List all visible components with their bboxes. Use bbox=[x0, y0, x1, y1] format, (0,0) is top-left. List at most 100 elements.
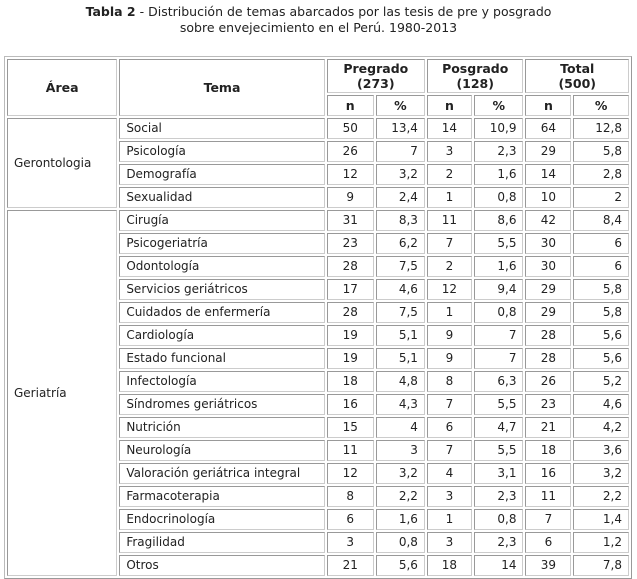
pregrado-pct-cell: 0,8 bbox=[375, 532, 425, 553]
tema-cell: Estado funcional bbox=[119, 348, 325, 369]
total-pct-cell: 4,6 bbox=[573, 394, 629, 415]
table-row: Neurología 11 3 7 5,5 18 3,6 bbox=[7, 440, 629, 461]
tema-cell: Cirugía bbox=[119, 210, 325, 231]
pregrado-pct-cell: 3,2 bbox=[375, 463, 425, 484]
total-n-cell: 64 bbox=[525, 118, 572, 139]
total-n-cell: 42 bbox=[525, 210, 572, 231]
posgrado-n-cell: 7 bbox=[426, 440, 472, 461]
pregrado-pct-cell: 4,3 bbox=[375, 394, 425, 415]
posgrado-pct-cell: 4,7 bbox=[473, 417, 524, 438]
tema-cell: Síndromes geriátricos bbox=[119, 394, 325, 415]
header-posgrado-count: (128) bbox=[456, 76, 494, 91]
tema-cell: Social bbox=[119, 118, 325, 139]
posgrado-n-cell: 18 bbox=[426, 555, 472, 576]
table-row: Cuidados de enfermería 28 7,5 1 0,8 29 5,8 bbox=[7, 302, 629, 323]
pregrado-n-cell: 23 bbox=[326, 233, 374, 254]
posgrado-n-cell: 3 bbox=[426, 486, 472, 507]
table-row: Demografía 12 3,2 2 1,6 14 2,8 bbox=[7, 164, 629, 185]
total-n-cell: 28 bbox=[525, 325, 572, 346]
header-area: Área bbox=[7, 59, 118, 116]
total-n-cell: 6 bbox=[525, 532, 572, 553]
total-pct-cell: 6 bbox=[573, 233, 629, 254]
posgrado-pct-cell: 3,1 bbox=[473, 463, 524, 484]
posgrado-pct-cell: 1,6 bbox=[473, 256, 524, 277]
pregrado-pct-cell: 7 bbox=[375, 141, 425, 162]
table-row: Psicología 26 7 3 2,3 29 5,8 bbox=[7, 141, 629, 162]
tema-cell: Sexualidad bbox=[119, 187, 325, 208]
header-total-count: (500) bbox=[558, 76, 596, 91]
pregrado-n-cell: 28 bbox=[326, 302, 374, 323]
table-row: Síndromes geriátricos 16 4,3 7 5,5 23 4,6 bbox=[7, 394, 629, 415]
total-n-cell: 30 bbox=[525, 256, 572, 277]
posgrado-pct-cell: 2,3 bbox=[473, 486, 524, 507]
total-pct-cell: 5,6 bbox=[573, 348, 629, 369]
tema-cell: Odontología bbox=[119, 256, 325, 277]
posgrado-n-cell: 11 bbox=[426, 210, 472, 231]
area-cell: Geriatría bbox=[7, 210, 118, 576]
table-body: Gerontologia Social 50 13,4 14 10,9 64 12,8 Psic… bbox=[7, 118, 629, 576]
total-pct-cell: 5,2 bbox=[573, 371, 629, 392]
pregrado-pct-cell: 2,4 bbox=[375, 187, 425, 208]
header-row-2: n % n % n % bbox=[7, 95, 629, 116]
tema-cell: Infectología bbox=[119, 371, 325, 392]
total-pct-cell: 3,6 bbox=[573, 440, 629, 461]
posgrado-pct-cell: 10,9 bbox=[473, 118, 524, 139]
pregrado-pct-cell: 3,2 bbox=[375, 164, 425, 185]
posgrado-n-cell: 3 bbox=[426, 532, 472, 553]
total-n-cell: 30 bbox=[525, 233, 572, 254]
posgrado-n-cell: 2 bbox=[426, 164, 472, 185]
header-pregrado-count: (273) bbox=[357, 76, 395, 91]
area-cell: Gerontologia bbox=[7, 118, 118, 208]
total-n-cell: 29 bbox=[525, 279, 572, 300]
pregrado-pct-cell: 6,2 bbox=[375, 233, 425, 254]
header-pregrado-n: n bbox=[326, 95, 374, 116]
total-pct-cell: 5,6 bbox=[573, 325, 629, 346]
tema-cell: Psicogeriatría bbox=[119, 233, 325, 254]
posgrado-pct-cell: 6,3 bbox=[473, 371, 524, 392]
total-pct-cell: 1,4 bbox=[573, 509, 629, 530]
table-row: Estado funcional 19 5,1 9 7 28 5,6 bbox=[7, 348, 629, 369]
table-row: Infectología 18 4,8 8 6,3 26 5,2 bbox=[7, 371, 629, 392]
posgrado-n-cell: 9 bbox=[426, 325, 472, 346]
header-posgrado: Posgrado (128) bbox=[426, 59, 524, 93]
posgrado-n-cell: 1 bbox=[426, 302, 472, 323]
tema-cell: Fragilidad bbox=[119, 532, 325, 553]
pregrado-n-cell: 17 bbox=[326, 279, 374, 300]
posgrado-pct-cell: 5,5 bbox=[473, 233, 524, 254]
total-n-cell: 10 bbox=[525, 187, 572, 208]
posgrado-pct-cell: 9,4 bbox=[473, 279, 524, 300]
tema-cell: Servicios geriátricos bbox=[119, 279, 325, 300]
table-row: Fragilidad 3 0,8 3 2,3 6 1,2 bbox=[7, 532, 629, 553]
table-row: Endocrinología 6 1,6 1 0,8 7 1,4 bbox=[7, 509, 629, 530]
posgrado-n-cell: 2 bbox=[426, 256, 472, 277]
pregrado-pct-cell: 4,8 bbox=[375, 371, 425, 392]
total-pct-cell: 5,8 bbox=[573, 141, 629, 162]
pregrado-n-cell: 19 bbox=[326, 348, 374, 369]
table-row: Valoración geriátrica integral 12 3,2 4 3,1 1… bbox=[7, 463, 629, 484]
posgrado-n-cell: 1 bbox=[426, 187, 472, 208]
posgrado-n-cell: 12 bbox=[426, 279, 472, 300]
table-row: Psicogeriatría 23 6,2 7 5,5 30 6 bbox=[7, 233, 629, 254]
table-row: Sexualidad 9 2,4 1 0,8 10 2 bbox=[7, 187, 629, 208]
pregrado-n-cell: 8 bbox=[326, 486, 374, 507]
pregrado-n-cell: 9 bbox=[326, 187, 374, 208]
posgrado-n-cell: 6 bbox=[426, 417, 472, 438]
total-n-cell: 16 bbox=[525, 463, 572, 484]
pregrado-n-cell: 26 bbox=[326, 141, 374, 162]
caption-text-line2: sobre envejecimiento en el Perú. 1980-20… bbox=[179, 20, 458, 35]
pregrado-n-cell: 21 bbox=[326, 555, 374, 576]
tema-cell: Otros bbox=[119, 555, 325, 576]
tema-cell: Cardiología bbox=[119, 325, 325, 346]
posgrado-pct-cell: 2,3 bbox=[473, 141, 524, 162]
pregrado-n-cell: 15 bbox=[326, 417, 374, 438]
posgrado-n-cell: 4 bbox=[426, 463, 472, 484]
header-posgrado-pct: % bbox=[473, 95, 524, 116]
pregrado-n-cell: 12 bbox=[326, 164, 374, 185]
pregrado-n-cell: 3 bbox=[326, 532, 374, 553]
total-n-cell: 7 bbox=[525, 509, 572, 530]
total-n-cell: 39 bbox=[525, 555, 572, 576]
pregrado-n-cell: 12 bbox=[326, 463, 374, 484]
total-pct-cell: 1,2 bbox=[573, 532, 629, 553]
header-tema: Tema bbox=[119, 59, 325, 116]
pregrado-pct-cell: 5,1 bbox=[375, 348, 425, 369]
